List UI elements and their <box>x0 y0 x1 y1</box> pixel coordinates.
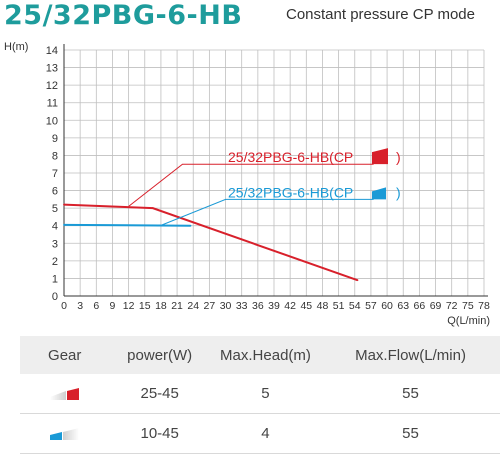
y-tick-label: 10 <box>46 115 58 127</box>
x-tick-label: 27 <box>204 300 216 312</box>
y-tick-label: 11 <box>47 98 58 110</box>
power-cell: 10-45 <box>109 413 210 454</box>
y-tick-label: 13 <box>46 63 58 75</box>
y-tick-label: 3 <box>52 238 58 250</box>
gear-cell <box>20 374 110 414</box>
series-point <box>151 207 154 210</box>
table-header-row: Gear power(W) Max.Head(m) Max.Flow(L/min… <box>20 336 500 374</box>
column-header-max-flow: Max.Flow(L/min) <box>321 336 500 374</box>
series-label-suffix: ) <box>396 184 401 200</box>
x-tick-label: 0 <box>61 300 67 312</box>
series-label: 25/32PBG-6-HB(CP <box>228 184 353 200</box>
x-tick-label: 9 <box>110 300 116 312</box>
page-subtitle: Constant pressure CP mode <box>286 6 475 23</box>
x-tick-label: 69 <box>430 300 442 312</box>
page-title: 25/32PBG-6-HB <box>4 0 243 31</box>
y-tick-label: 1 <box>52 273 58 285</box>
x-tick-label: 18 <box>155 300 167 312</box>
series-point <box>63 203 65 206</box>
max-head-cell: 5 <box>209 374 322 414</box>
max-flow-cell: 55 <box>321 413 500 454</box>
x-tick-label: 66 <box>414 300 426 312</box>
x-tick-label: 24 <box>187 300 199 312</box>
table-row: 25-45 5 55 <box>20 374 500 414</box>
series-point <box>189 224 192 227</box>
max-head-cell: 4 <box>209 413 322 454</box>
x-tick-label: 54 <box>349 300 361 312</box>
x-tick-label: 42 <box>284 300 296 312</box>
column-header-power: power(W) <box>109 336 210 374</box>
y-tick-label: 12 <box>46 80 58 92</box>
series-line-high <box>63 203 358 282</box>
x-tick-label: 15 <box>139 300 151 312</box>
y-tick-label: 0 <box>52 291 58 303</box>
y-tick-label: 2 <box>52 256 58 268</box>
gear-cell <box>20 413 110 454</box>
series-label-suffix: ) <box>396 149 401 165</box>
x-tick-label: 72 <box>446 300 458 312</box>
pump-curve-chart: 0 3 6 9 12 15 18 21 24 27 30 33 36 39 42 45 48 51 54 57 60 63… <box>4 41 490 327</box>
y-tick-label: 14 <box>46 45 58 57</box>
spec-table: Gear power(W) Max.Head(m) Max.Flow(L/min… <box>20 336 500 454</box>
column-header-max-head: Max.Head(m) <box>209 336 322 374</box>
y-axis-label: H(m) <box>4 41 28 53</box>
y-tick-label: 8 <box>52 150 58 162</box>
x-tick-label: 63 <box>397 300 409 312</box>
series-point <box>63 223 65 226</box>
series-line-low <box>63 223 191 227</box>
x-axis-label: Q(L/min) <box>447 315 490 327</box>
gear-high-icon <box>49 388 79 401</box>
x-tick-label: 75 <box>462 300 474 312</box>
x-tick-label: 33 <box>236 300 248 312</box>
column-header-gear: Gear <box>20 336 110 374</box>
y-tick-label: 4 <box>52 221 58 233</box>
x-tick-label: 51 <box>333 300 345 312</box>
x-tick-label: 60 <box>381 300 393 312</box>
y-tick-label: 7 <box>52 168 58 180</box>
x-tick-label: 48 <box>317 300 329 312</box>
x-tick-label: 21 <box>171 300 183 312</box>
x-tick-label: 3 <box>77 300 83 312</box>
series-leader-line <box>128 163 374 207</box>
max-flow-cell: 55 <box>321 374 500 414</box>
series-icon-low <box>372 187 386 200</box>
series-label: 25/32PBG-6-HB(CP <box>228 149 353 165</box>
gear-low-icon <box>49 428 79 441</box>
power-cell: 25-45 <box>109 374 210 414</box>
x-tick-label: 36 <box>252 300 264 312</box>
x-tick-label: 30 <box>220 300 232 312</box>
series-icon-high <box>372 148 388 165</box>
x-tick-label: 12 <box>123 300 135 312</box>
y-tick-label: 5 <box>52 203 58 215</box>
y-tick-label: 9 <box>52 133 58 145</box>
x-tick-label: 39 <box>268 300 280 312</box>
series-point <box>356 279 359 282</box>
x-tick-label: 57 <box>365 300 377 312</box>
x-tick-label: 45 <box>300 300 312 312</box>
x-tick-label: 78 <box>478 300 490 312</box>
table-row: 10-45 4 55 <box>20 413 500 454</box>
x-tick-label: 6 <box>93 300 99 312</box>
y-tick-label: 6 <box>52 186 58 198</box>
series-leader-line <box>160 198 374 226</box>
